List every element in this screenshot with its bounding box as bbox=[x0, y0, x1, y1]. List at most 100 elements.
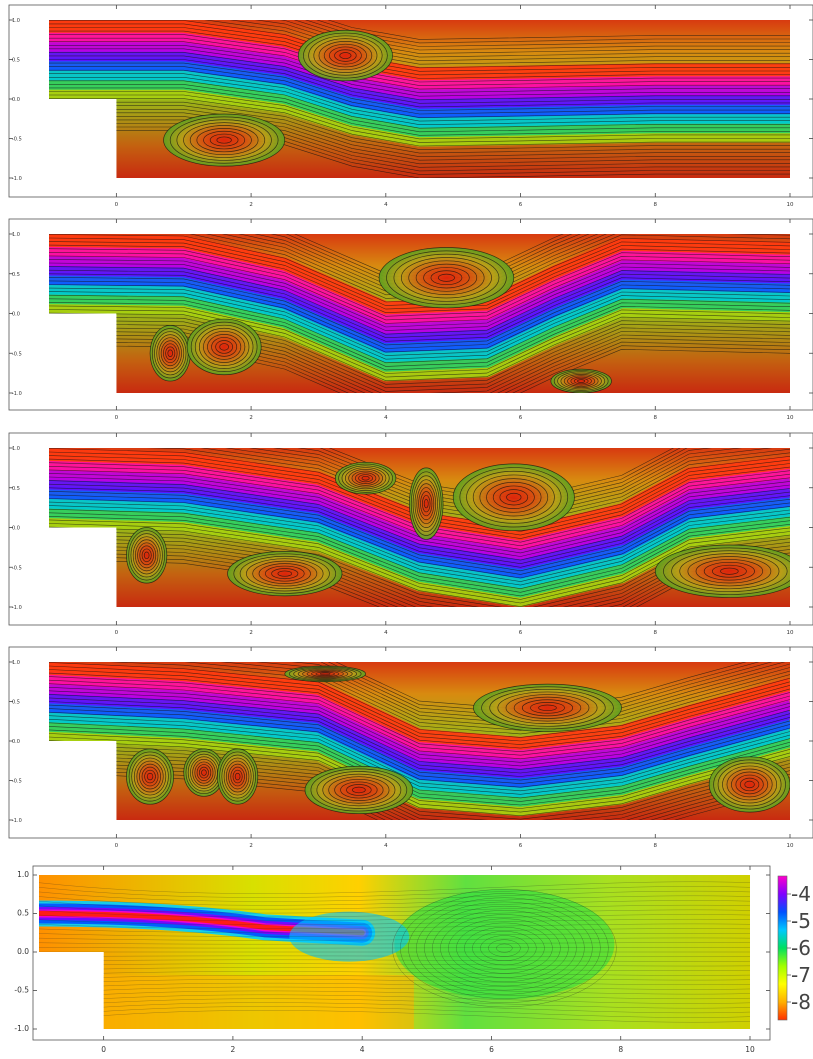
jet-band bbox=[49, 57, 790, 119]
streamline bbox=[49, 704, 790, 781]
y-tick-label: 1.0 bbox=[12, 232, 20, 238]
y-tick-label: -1.0 bbox=[12, 605, 22, 611]
x-tick-label: 4 bbox=[384, 843, 388, 849]
vortex-streamline bbox=[165, 346, 176, 360]
streamline bbox=[49, 277, 790, 346]
vortex-streamline bbox=[351, 470, 380, 486]
contour-line bbox=[39, 914, 750, 922]
streamline bbox=[49, 305, 790, 374]
vortex-streamline bbox=[154, 331, 187, 376]
vortex-streamline bbox=[264, 565, 305, 582]
jet-band bbox=[49, 690, 790, 779]
vortex-streamline bbox=[711, 564, 747, 578]
vortex-streamline bbox=[339, 52, 352, 59]
vortex-streamline bbox=[137, 542, 157, 569]
vortex-streamline bbox=[233, 553, 337, 594]
vortex-streamline bbox=[271, 568, 299, 580]
contour-line bbox=[39, 1002, 750, 1014]
streamline bbox=[49, 312, 790, 382]
x-tick-label: 0 bbox=[115, 843, 119, 849]
streamline bbox=[49, 687, 790, 763]
vortex-streamline bbox=[297, 668, 353, 680]
streamline bbox=[49, 501, 790, 582]
x-tick-label: 8 bbox=[654, 415, 658, 421]
x-tick-label: 10 bbox=[787, 843, 794, 849]
vortex bbox=[150, 325, 191, 382]
contour-line bbox=[39, 975, 750, 981]
vortex-streamline bbox=[176, 119, 272, 161]
vortex-streamline bbox=[410, 471, 442, 536]
streamline bbox=[49, 20, 790, 40]
jet-band bbox=[49, 662, 790, 750]
vortex bbox=[409, 467, 444, 540]
vortex-streamline bbox=[739, 777, 760, 792]
vortex-streamline bbox=[192, 758, 216, 787]
streamline bbox=[49, 37, 790, 86]
vortex-streamline bbox=[550, 368, 612, 393]
vortex-streamline bbox=[338, 463, 393, 493]
vortex-streamline bbox=[687, 556, 772, 587]
vortex-streamline bbox=[221, 754, 254, 799]
streamline bbox=[49, 91, 790, 140]
vortex-streamline bbox=[530, 702, 565, 714]
streamline bbox=[49, 291, 790, 360]
colorbar-label: -4 bbox=[791, 882, 811, 906]
streamline bbox=[49, 94, 790, 143]
vortex-streamline bbox=[513, 696, 582, 719]
streamline bbox=[49, 683, 790, 760]
x-tick-label: 0 bbox=[115, 630, 119, 636]
streamline bbox=[49, 662, 790, 717]
vortex-streamline bbox=[258, 563, 311, 584]
streamline bbox=[49, 80, 790, 129]
vortex-streamline bbox=[386, 250, 507, 305]
vortex-streamline bbox=[310, 768, 408, 812]
y-tick-label: -0.5 bbox=[12, 137, 22, 143]
vortex-streamline bbox=[156, 334, 185, 373]
contour-line bbox=[39, 895, 750, 906]
jet-band bbox=[49, 86, 790, 147]
streamline bbox=[49, 512, 790, 593]
streamline bbox=[49, 248, 790, 317]
jet-band bbox=[49, 262, 790, 344]
streamline bbox=[49, 45, 790, 94]
streamline bbox=[49, 729, 790, 806]
streamline bbox=[49, 77, 790, 126]
vortex-streamline bbox=[217, 748, 259, 805]
streamline bbox=[49, 672, 790, 749]
vortex-streamline bbox=[313, 38, 378, 73]
streamline bbox=[49, 519, 790, 600]
y-tick-label: 1.0 bbox=[12, 18, 20, 24]
streamline bbox=[49, 62, 790, 111]
streamline bbox=[49, 662, 790, 721]
streamline bbox=[49, 309, 790, 378]
y-tick-label: -1.0 bbox=[12, 818, 22, 824]
vortex-streamline bbox=[126, 527, 168, 584]
streamline bbox=[49, 302, 790, 371]
contour-line bbox=[39, 998, 750, 1009]
vortex-streamline bbox=[663, 547, 790, 595]
x-tick-label: 6 bbox=[519, 630, 523, 636]
y-tick-label: 1.0 bbox=[12, 446, 20, 452]
vortex-streamline bbox=[183, 122, 266, 158]
vortex-streamline bbox=[198, 766, 209, 779]
vortex-streamline bbox=[415, 263, 478, 292]
vortex-streamline bbox=[311, 670, 340, 677]
vortex-streamline bbox=[223, 757, 252, 796]
vortex-streamline bbox=[479, 478, 549, 517]
vortex-streamline bbox=[717, 762, 782, 807]
vortex-streamline bbox=[304, 765, 414, 815]
vortex-streamline bbox=[201, 769, 207, 776]
vortex-streamline bbox=[703, 561, 755, 581]
streamline bbox=[49, 662, 790, 735]
vortex-streamline bbox=[246, 558, 324, 589]
vortex-streamline bbox=[239, 555, 330, 592]
vortex-streamline bbox=[472, 474, 555, 521]
streamline bbox=[49, 662, 790, 713]
y-tick-label: -0.5 bbox=[12, 565, 22, 571]
mixing-region bbox=[394, 889, 615, 1000]
colorbar-label: -5 bbox=[791, 909, 811, 933]
streamline bbox=[49, 498, 790, 579]
vortex bbox=[473, 684, 622, 732]
streamline bbox=[49, 483, 790, 565]
streamline bbox=[49, 476, 790, 557]
